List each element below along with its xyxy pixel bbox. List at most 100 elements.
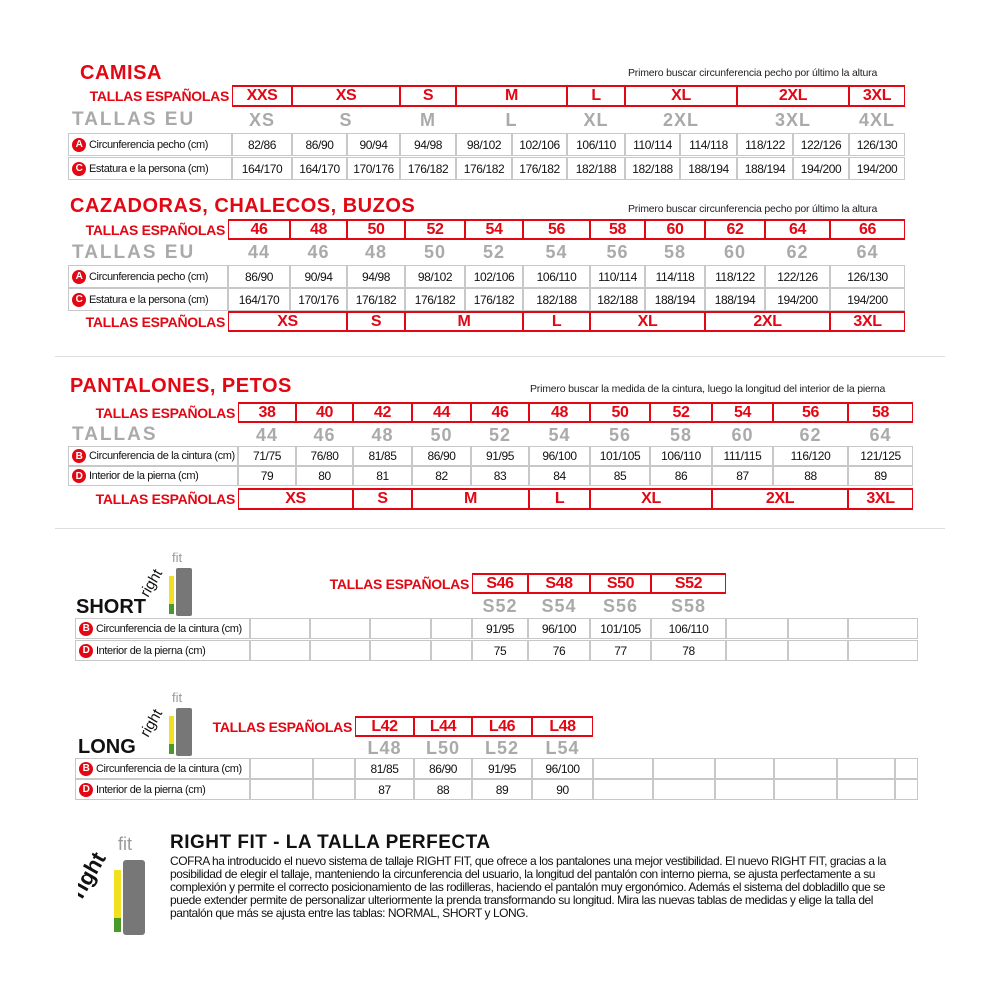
table-cell: 111/115 bbox=[712, 446, 773, 466]
table-cell: 176/182 bbox=[405, 288, 465, 311]
es-size-group: 3XL bbox=[848, 488, 913, 510]
eu-size: XL bbox=[583, 109, 609, 130]
es-size: XXS bbox=[232, 85, 292, 107]
table-cell bbox=[653, 779, 715, 800]
section-title: CAMISA bbox=[80, 62, 162, 84]
es-size: 46 bbox=[228, 219, 290, 240]
eu-size: 56 bbox=[608, 424, 632, 445]
es-size-group: S bbox=[353, 488, 412, 510]
es-size: S46 bbox=[472, 573, 528, 594]
svg-text:right: right bbox=[140, 566, 166, 600]
table-cell: 77 bbox=[590, 640, 651, 661]
es-size: 40 bbox=[296, 402, 353, 423]
table-cell: 89 bbox=[472, 779, 532, 800]
table-cell: 114/118 bbox=[645, 265, 705, 288]
table-cell bbox=[895, 779, 918, 800]
es-size: 56 bbox=[523, 219, 590, 240]
table-cell: 182/188 bbox=[567, 157, 625, 180]
badge-b-icon: B bbox=[72, 449, 86, 463]
eu-size: 48 bbox=[371, 424, 394, 445]
badge-d-icon: D bbox=[72, 469, 86, 483]
table-cell bbox=[250, 758, 313, 779]
es-sizes-label: TALLAS ESPAÑOLAS bbox=[95, 491, 236, 507]
table-cell: 76/80 bbox=[296, 446, 353, 466]
es-size: 50 bbox=[347, 219, 405, 240]
table-cell: 80 bbox=[296, 466, 353, 486]
table-cell: 110/114 bbox=[625, 133, 680, 156]
table-cell bbox=[848, 618, 918, 639]
eu-size: 58 bbox=[663, 242, 687, 262]
eu-size: 2XL bbox=[662, 109, 699, 130]
table-cell: 86/90 bbox=[228, 265, 290, 288]
table-cell: 194/200 bbox=[765, 288, 830, 311]
section-hint: Primero buscar circunferencia pecho por … bbox=[628, 67, 878, 79]
es-size: 48 bbox=[290, 219, 347, 240]
es-sizes-label: TALLAS ESPAÑOLAS bbox=[95, 404, 236, 421]
eu-size: 46 bbox=[307, 242, 330, 262]
row-label: B Circunferencia de la cintura (cm) bbox=[68, 446, 238, 466]
svg-text:fit: fit bbox=[118, 834, 132, 854]
table-cell: 126/130 bbox=[830, 265, 905, 288]
table-cell bbox=[431, 618, 472, 639]
es-size: S52 bbox=[651, 573, 726, 594]
eu-sizes-label: TALLAS EU bbox=[72, 109, 196, 130]
es-size: S bbox=[400, 85, 456, 107]
es-size-group: S bbox=[347, 311, 405, 332]
table-cell: 194/200 bbox=[793, 157, 849, 180]
eu-size: 58 bbox=[669, 424, 693, 445]
table-cell: 71/75 bbox=[238, 446, 296, 466]
rightfit-description: COFRA ha introducido el nuevo sistema de… bbox=[170, 854, 886, 920]
eu-size: 4XL bbox=[858, 109, 895, 130]
es-sizes-label: TALLAS ESPAÑOLAS bbox=[329, 575, 470, 592]
es-size-group: XL bbox=[590, 311, 705, 332]
eu-size: 54 bbox=[548, 424, 571, 445]
es-size-group: XS bbox=[238, 488, 353, 510]
es-size: 48 bbox=[529, 402, 590, 423]
row-label-text: Circunferencia pecho (cm) bbox=[89, 138, 208, 151]
table-cell: 126/130 bbox=[849, 133, 905, 156]
table-cell: 87 bbox=[355, 779, 414, 800]
badge-b-icon: B bbox=[79, 761, 93, 776]
row-label: C Estatura e la persona (cm) bbox=[68, 288, 228, 311]
es-size: M bbox=[456, 85, 567, 107]
table-cell: 86/90 bbox=[414, 758, 472, 779]
badge-c-icon: C bbox=[72, 292, 86, 307]
table-cell: 86/90 bbox=[292, 133, 347, 156]
eu-size: 52 bbox=[482, 242, 506, 262]
row-label-text: Interior de la pierna (cm) bbox=[96, 644, 206, 657]
table-cell: 84 bbox=[529, 466, 590, 486]
table-cell: 90/94 bbox=[290, 265, 347, 288]
table-cell: 91/95 bbox=[472, 618, 528, 639]
es-size-group: L bbox=[523, 311, 590, 332]
es-size: 42 bbox=[353, 402, 412, 423]
table-cell bbox=[310, 640, 370, 661]
table-cell: 110/114 bbox=[590, 265, 645, 288]
eu-sizes-label: TALLAS EU bbox=[72, 241, 196, 263]
table-cell bbox=[715, 758, 774, 779]
table-cell: 96/100 bbox=[529, 446, 590, 466]
table-cell bbox=[310, 618, 370, 639]
table-cell: 118/122 bbox=[705, 265, 765, 288]
es-size-group: M bbox=[405, 311, 523, 332]
es-size: 50 bbox=[590, 402, 650, 423]
table-cell: 96/100 bbox=[532, 758, 593, 779]
table-cell: 98/102 bbox=[456, 133, 512, 156]
table-cell bbox=[837, 758, 895, 779]
row-label-text: Interior de la pierna (cm) bbox=[89, 470, 199, 482]
eu-size: S54 bbox=[541, 596, 577, 616]
es-size: S48 bbox=[528, 573, 590, 594]
row-label-text: Estatura e la persona (cm) bbox=[89, 293, 209, 306]
badge-b-icon: B bbox=[79, 621, 93, 636]
es-size: 64 bbox=[765, 219, 830, 240]
table-cell bbox=[250, 640, 310, 661]
table-cell: 182/188 bbox=[590, 288, 645, 311]
table-cell bbox=[313, 779, 355, 800]
row-label: A Circunferencia pecho (cm) bbox=[68, 133, 232, 156]
table-cell bbox=[370, 640, 431, 661]
es-size: XL bbox=[625, 85, 737, 107]
table-cell: 82 bbox=[412, 466, 471, 486]
row-label: A Circunferencia pecho (cm) bbox=[68, 265, 228, 288]
es-size: 58 bbox=[590, 219, 645, 240]
eu-size: 44 bbox=[247, 242, 271, 262]
section-hint: Primero buscar circunferencia pecho por … bbox=[628, 203, 878, 215]
